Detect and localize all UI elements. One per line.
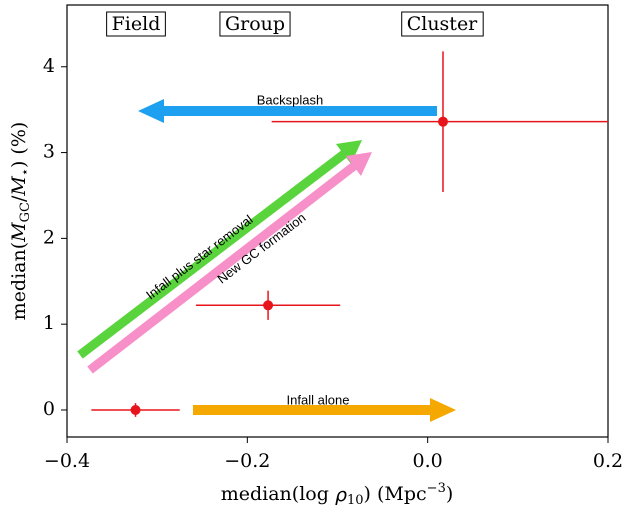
x-axis-label: median(log ρ10) (Mpc−3)	[221, 481, 454, 508]
x-label-part: 10	[347, 493, 364, 508]
region-label: Group	[225, 13, 285, 35]
x-label-part: )	[446, 483, 453, 505]
y-label-part: /	[8, 195, 30, 202]
point	[130, 404, 141, 415]
x-label-part: ) (Mpc	[364, 483, 427, 505]
errorbars	[91, 51, 608, 417]
plot-frame	[66, 4, 609, 438]
annotation: Backsplash	[257, 92, 323, 107]
annotation: Infall alone	[287, 392, 350, 407]
x-tick-label: 0.0	[413, 450, 443, 472]
y-tick-label: 4	[43, 55, 55, 77]
region-label: Field	[112, 13, 161, 35]
point	[437, 116, 448, 127]
x-tick-label: 0.2	[593, 450, 623, 472]
arrow-head	[430, 398, 456, 422]
y-label-part: ) (%)	[8, 122, 30, 168]
y-label-part: GC	[18, 202, 33, 222]
arrow-head	[138, 99, 164, 123]
arrow-head	[336, 140, 362, 164]
y-label-part: median(	[8, 242, 30, 320]
y-tick-label: 0	[43, 398, 55, 420]
x-label-part: −3	[427, 481, 446, 496]
infall-star-arrow	[77, 150, 347, 359]
y-tick-label: 1	[43, 312, 55, 334]
x-tick-label: −0.4	[44, 450, 90, 472]
x-tick-label: −0.2	[224, 450, 270, 472]
arrow-head	[346, 152, 372, 176]
region-box	[106, 11, 166, 37]
gc-formation-arrow	[87, 162, 357, 374]
region-box	[401, 11, 484, 37]
y-tick-label: 2	[43, 226, 55, 248]
y-tick-label: 3	[43, 141, 55, 163]
region-box	[219, 11, 291, 37]
y-label-part: M	[8, 222, 30, 243]
region-label: Cluster	[407, 13, 478, 35]
point	[263, 300, 274, 311]
x-label-part: median(log	[221, 483, 335, 505]
x-label-part: ρ	[335, 484, 347, 506]
y-label-part: M	[8, 176, 30, 197]
y-label-part: ⋆	[18, 168, 33, 176]
y-axis-label: median(MGC/M⋆) (%)	[8, 122, 33, 321]
arrows	[77, 99, 456, 422]
